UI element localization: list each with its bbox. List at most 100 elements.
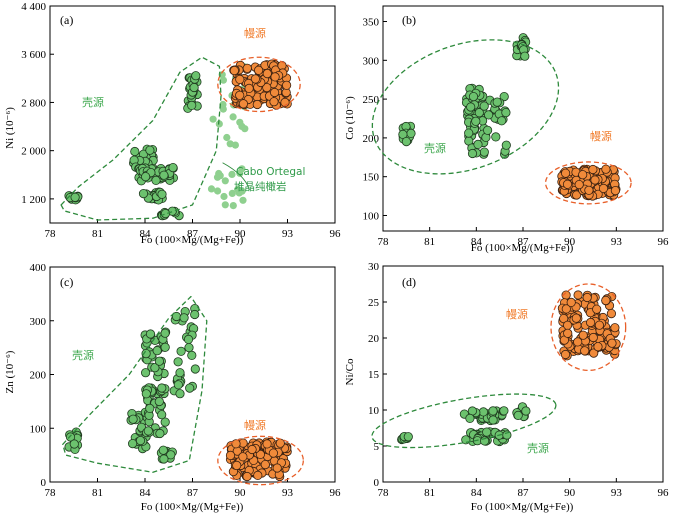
panel-b-crust-point (479, 147, 489, 157)
panel-b-label: (b) (402, 13, 416, 27)
panel-a-mantle-point (238, 99, 248, 109)
panel-c-crust-point (154, 396, 164, 407)
panel-a-cabo-point (234, 185, 242, 193)
panel-d-x-tick-label: 78 (378, 487, 390, 499)
panel-b-crust-region (371, 39, 560, 175)
panel-b-mantle-point (560, 168, 571, 178)
panel-d-crust-point (479, 436, 490, 446)
panel-c-mantle-point (232, 460, 242, 470)
panel-c-y-tick-label: 200 (30, 370, 47, 382)
panel-d-mantle-point (588, 332, 598, 343)
panel-b-y-axis-title: Co (10⁻⁶) (344, 96, 356, 140)
panel-c-crust-point (128, 414, 138, 424)
cabo-ortegal-sublabel: 堆晶纯橄岩 (234, 180, 287, 193)
panel-d-mantle-point (582, 292, 592, 303)
panel-d-mantle-label: 幔源 (506, 307, 528, 321)
panel-c-crust-point (175, 368, 185, 378)
panel-c: 78 81 84 87 90 93 96 0 100 200 300 400 (c) Zn (10⁻⁶) F… (4, 262, 341, 513)
panel-b-mantle-point (578, 170, 588, 180)
panel-d-y-tick-label: 30 (368, 261, 380, 273)
panel-a-crust-point (145, 145, 155, 155)
panel-b-mantle-point (588, 164, 598, 175)
panel-c-crust-point (145, 403, 155, 413)
panel-a-y-tick-label: 4 400 (21, 1, 46, 13)
panel-c-crust-point (179, 313, 189, 323)
panel-c-x-tick-label: 84 (140, 487, 152, 499)
panel-a-mantle-point (252, 99, 262, 110)
panel-b-mantle-point (574, 180, 584, 190)
panel-c-crust-point (187, 350, 197, 360)
panel-c-x-axis-title: Fo (100×Mg/(Mg+Fe)) (141, 501, 244, 513)
cabo-ortegal-label: Cabo Ortegal (236, 166, 305, 178)
panel-b-crust-point (464, 128, 474, 138)
panel-a-cabo-point (229, 202, 237, 210)
panel-c-mantle-point (253, 470, 263, 480)
panel-d-crust-point (403, 432, 413, 442)
panel-a-y-tick-label: 2 800 (21, 97, 46, 109)
panel-d-crust-point (478, 407, 488, 417)
panel-b-x-tick-label: 87 (518, 236, 530, 248)
panel-a-crust-point (141, 172, 151, 182)
panel-c-crust-point (141, 368, 151, 378)
panel-c-crust-label: 壳源 (72, 348, 94, 362)
panel-d-x-tick-label: 81 (424, 487, 435, 499)
panel-a-cabo-point (239, 196, 247, 204)
panel-a-mantle-point (250, 74, 260, 84)
panel-c-x-tick-label: 90 (235, 487, 247, 499)
panel-d-y-tick-label: 25 (368, 297, 380, 309)
panel-c-crust-point (185, 383, 195, 393)
panel-c-mantle-point (242, 471, 252, 482)
panel-c-crust-point (160, 417, 170, 427)
cabo-ortegal-leader (222, 162, 250, 190)
panel-a-crust-point (138, 189, 149, 199)
panel-c-plot-frame (49, 266, 336, 483)
panel-c-crust-point (135, 435, 146, 446)
panel-a-cabo-point (241, 125, 249, 133)
panel-a-cabo-point (219, 76, 227, 84)
panel-c-crust-point (154, 356, 164, 366)
panel-a-mantle-point (262, 69, 272, 79)
panel-a-cabo-point (228, 189, 236, 197)
panel-c-mantle-point (231, 439, 241, 449)
panel-d-mantle-point (594, 320, 605, 330)
panel-c-x-tick-label: 81 (92, 487, 103, 499)
panel-d-mantle-point (593, 342, 603, 352)
panel-b-crust-point (501, 140, 511, 150)
panel-a-cabo-point (220, 192, 228, 201)
panel-d-mantle-point (560, 349, 571, 360)
panel-a-mantle-point (244, 83, 254, 94)
panel-c-crust-point (69, 439, 79, 449)
panel-d-mantle-region (550, 283, 627, 372)
panel-b-mantle-region (544, 161, 632, 205)
panel-a-crust-point (160, 209, 171, 219)
panel-c-mantle-label: 幔源 (244, 418, 266, 432)
panel-b-x-tick-label: 81 (424, 236, 435, 248)
panel-b-crust-point (406, 128, 416, 138)
panel-a-crust-point (157, 189, 167, 199)
panel-b-mantle-point (601, 164, 611, 174)
panel-b-x-axis-title: Fo (100×Mg/(Mg+Fe)) (471, 242, 574, 254)
panel-a-crust-point (151, 175, 161, 185)
panel-b-crust-point (467, 148, 478, 159)
panel-b-crust-point (520, 51, 530, 61)
panel-c-crust-point (183, 334, 194, 344)
panel-d: 78 81 84 87 90 93 96 0 5 10 15 20 25 30 (d) Ni/Co Fo (10… (344, 261, 669, 513)
panel-a-mantle-point (269, 97, 279, 107)
panel-a-mantle-point (281, 80, 292, 90)
panel-c-mantle-point (238, 452, 248, 462)
panel-a-crust-point (189, 82, 199, 93)
panel-b-crust-point (501, 108, 511, 118)
panel-d-mantle-point (573, 290, 583, 300)
panel-b-x-tick-label: 90 (564, 236, 576, 248)
panel-a-cabo-point (231, 141, 239, 149)
panel-d-x-tick-label: 96 (658, 487, 670, 499)
panel-b-crust-point (466, 102, 476, 112)
panel-c-mantle-point (272, 463, 282, 473)
panel-d-crust-region (371, 393, 557, 449)
panel-d-crust-point (488, 406, 498, 416)
panel-b-y-tick-label: 200 (363, 133, 380, 145)
panel-d-mantle-point (607, 338, 617, 348)
panel-c-mantle-point (268, 448, 278, 458)
panel-d-x-tick-label: 87 (518, 487, 530, 499)
